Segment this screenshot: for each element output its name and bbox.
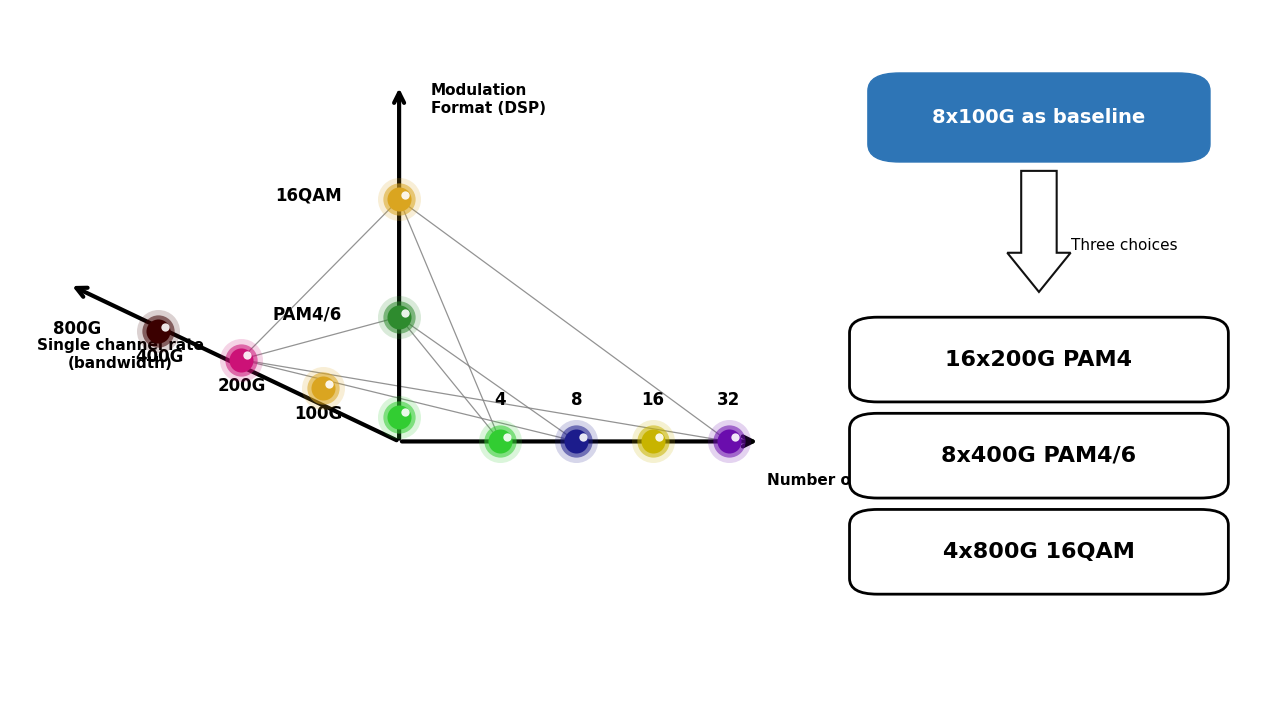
Text: 4: 4 [494, 392, 507, 409]
Point [718, 436, 739, 447]
Point [319, 378, 340, 389]
Point [642, 436, 663, 447]
Point [148, 325, 169, 337]
Point [490, 436, 511, 447]
Point [389, 194, 409, 205]
Point [490, 436, 511, 447]
Text: Modulation
Format (DSP): Modulation Format (DSP) [431, 83, 546, 116]
Point [313, 382, 333, 394]
Point [389, 311, 409, 323]
Text: 8x100G as baseline: 8x100G as baseline [933, 108, 1145, 127]
Point [649, 431, 669, 443]
FancyBboxPatch shape [849, 318, 1228, 402]
Point [313, 382, 333, 394]
Text: 32: 32 [717, 392, 740, 409]
Point [490, 436, 511, 447]
Text: 8x400G PAM4/6: 8x400G PAM4/6 [941, 446, 1136, 466]
Text: 4x800G 16QAM: 4x800G 16QAM [943, 542, 1135, 562]
FancyArrow shape [1007, 171, 1071, 292]
Text: Number of channels: Number of channels [767, 473, 939, 488]
Text: 16x200G PAM4: 16x200G PAM4 [945, 350, 1133, 370]
Point [231, 354, 251, 365]
Point [148, 325, 169, 337]
FancyBboxPatch shape [868, 73, 1210, 162]
Point [389, 411, 409, 422]
Point [566, 436, 587, 447]
Point [573, 431, 593, 443]
Point [395, 189, 416, 201]
Point [389, 411, 409, 422]
Point [313, 382, 333, 394]
Point [389, 194, 409, 205]
Point [389, 311, 409, 323]
Text: 8: 8 [570, 392, 583, 409]
Point [395, 307, 416, 318]
Point [148, 325, 169, 337]
Point [389, 411, 409, 422]
Point [389, 311, 409, 323]
Text: Three choices: Three choices [1071, 238, 1177, 253]
Point [231, 354, 251, 365]
FancyBboxPatch shape [849, 413, 1228, 498]
Point [566, 436, 587, 447]
Point [718, 436, 739, 447]
Text: Single channel rate
(bandwidth): Single channel rate (bandwidth) [37, 338, 204, 371]
Point [389, 194, 409, 205]
Point [642, 436, 663, 447]
Point [725, 431, 745, 443]
Text: 16QAM: 16QAM [275, 187, 342, 205]
Point [566, 436, 587, 447]
Point [155, 321, 175, 333]
Text: 400G: 400G [136, 348, 184, 367]
FancyBboxPatch shape [849, 510, 1228, 594]
Text: 100G: 100G [294, 405, 342, 424]
Point [231, 354, 251, 365]
Text: 16: 16 [641, 392, 664, 409]
Point [718, 436, 739, 447]
Text: 800G: 800G [53, 320, 101, 338]
Text: PAM4/6: PAM4/6 [272, 305, 342, 324]
Point [237, 350, 257, 361]
Point [395, 407, 416, 418]
Point [497, 431, 517, 443]
Text: 200G: 200G [218, 377, 266, 395]
Point [642, 436, 663, 447]
